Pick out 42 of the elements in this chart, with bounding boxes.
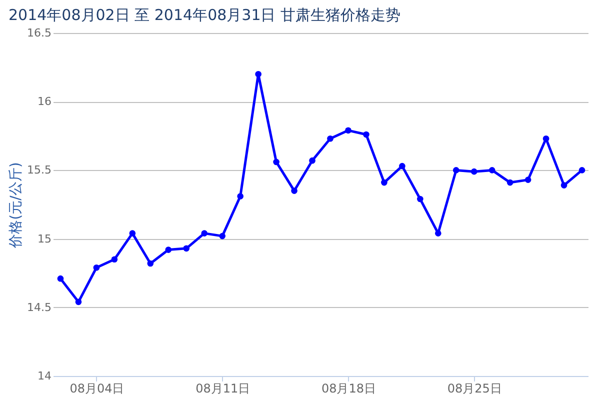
point <box>327 135 334 142</box>
point <box>363 131 370 138</box>
point <box>129 230 136 236</box>
point <box>416 196 424 202</box>
y-tick-label: 15.5 <box>27 164 52 177</box>
y-tick-label: 15 <box>38 232 52 246</box>
point <box>524 176 532 183</box>
x-tick-label: 08月11日 <box>196 382 250 396</box>
y-tick-label: 14 <box>38 370 52 382</box>
point <box>183 245 190 252</box>
point <box>57 275 64 282</box>
point <box>291 188 298 194</box>
point <box>470 168 478 175</box>
chart-title: 2014年08月02日 至 2014年08月31日 甘肃生猪价格走势 <box>8 6 401 24</box>
point <box>201 230 208 236</box>
point <box>381 179 388 186</box>
point <box>488 167 496 174</box>
point <box>255 71 262 78</box>
point <box>560 182 568 188</box>
point <box>399 162 406 170</box>
point <box>345 127 352 134</box>
x-tick-label: 08月25日 <box>447 382 502 396</box>
point <box>165 246 172 253</box>
point <box>111 256 118 263</box>
y-axis-title: 价格(元/公斤) <box>8 162 24 249</box>
point <box>578 167 586 174</box>
point <box>147 260 154 267</box>
point <box>219 232 226 240</box>
y-tick-label: 14.5 <box>27 300 52 314</box>
y-tick-label: 16.5 <box>27 26 52 40</box>
point <box>434 230 442 236</box>
point <box>542 135 550 142</box>
y-tick-label: 16 <box>38 95 52 108</box>
point <box>237 193 244 200</box>
x-tick-label: 08月04日 <box>70 382 124 396</box>
point <box>506 179 514 186</box>
point <box>93 264 100 271</box>
point <box>75 298 82 306</box>
point <box>273 158 280 166</box>
point <box>309 157 316 164</box>
point <box>452 167 460 174</box>
x-tick-label: 08月18日 <box>321 382 376 396</box>
